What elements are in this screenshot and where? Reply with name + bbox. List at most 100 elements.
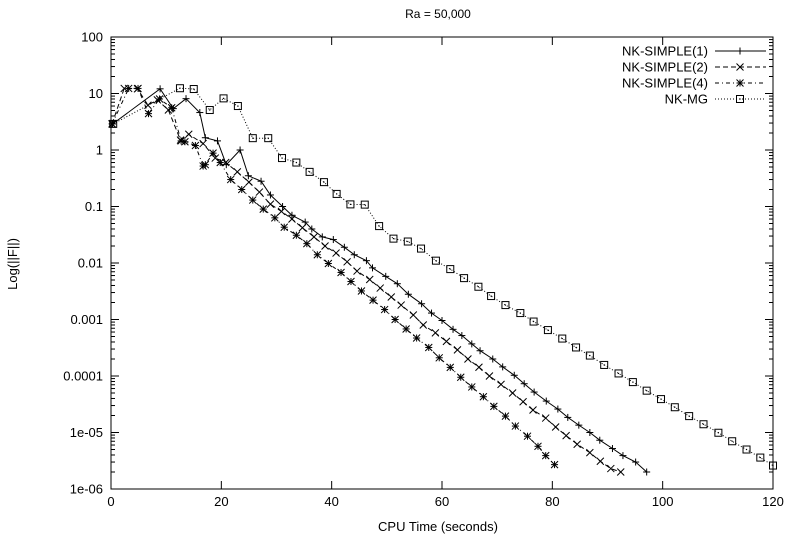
data-point bbox=[236, 146, 244, 154]
data-point bbox=[742, 445, 751, 454]
data-point bbox=[501, 412, 510, 420]
data-point bbox=[600, 360, 609, 369]
data-point bbox=[346, 200, 355, 209]
series-line bbox=[111, 87, 555, 465]
data-point bbox=[460, 274, 469, 283]
data-point bbox=[419, 321, 428, 329]
legend-marker bbox=[736, 47, 744, 55]
data-point bbox=[357, 287, 366, 295]
data-point bbox=[585, 448, 594, 457]
data-point bbox=[124, 84, 133, 93]
data-point bbox=[402, 325, 410, 333]
data-point bbox=[558, 334, 567, 343]
y-tick-label: 10 bbox=[89, 86, 103, 101]
data-point bbox=[369, 296, 377, 305]
data-point bbox=[332, 249, 340, 257]
data-point bbox=[404, 290, 412, 298]
data-point bbox=[292, 231, 301, 240]
data-point bbox=[534, 442, 542, 451]
data-point bbox=[530, 388, 538, 396]
y-axis-ticks: 100 10 1 0.1 0.01 0.001 0.0001 1e-05 1e-06 bbox=[63, 30, 773, 497]
data-point bbox=[476, 347, 484, 355]
data-point bbox=[389, 234, 398, 243]
data-point bbox=[628, 378, 637, 387]
data-point bbox=[382, 272, 390, 280]
data-point bbox=[442, 337, 451, 346]
data-point bbox=[542, 397, 550, 405]
data-point bbox=[474, 282, 483, 291]
data-point bbox=[199, 139, 207, 148]
data-point bbox=[523, 432, 532, 441]
legend-entry: NK-SIMPLE(2) bbox=[622, 60, 766, 75]
data-point bbox=[657, 395, 666, 404]
data-point bbox=[277, 207, 286, 216]
data-point bbox=[464, 355, 472, 363]
data-point bbox=[216, 158, 225, 167]
data-point bbox=[201, 134, 209, 142]
data-point bbox=[756, 453, 765, 462]
data-point bbox=[543, 326, 552, 335]
data-point bbox=[562, 431, 570, 440]
data-point bbox=[632, 458, 640, 466]
data-point bbox=[279, 203, 287, 210]
data-point bbox=[728, 437, 737, 446]
data-point bbox=[449, 325, 457, 333]
data-point bbox=[175, 84, 184, 93]
data-point bbox=[182, 95, 190, 103]
data-point bbox=[467, 383, 476, 391]
data-point bbox=[554, 405, 562, 413]
series-layer bbox=[108, 84, 777, 476]
data-point bbox=[321, 242, 329, 250]
data-point bbox=[350, 251, 358, 259]
y-tick-label: 1e-06 bbox=[70, 482, 103, 497]
data-point bbox=[699, 420, 708, 429]
data-point bbox=[270, 213, 279, 222]
data-point bbox=[446, 265, 455, 274]
data-point bbox=[769, 461, 777, 470]
data-point bbox=[485, 372, 494, 380]
data-point bbox=[380, 305, 389, 314]
data-point bbox=[191, 141, 200, 150]
data-point bbox=[519, 397, 527, 406]
y-tick-label: 1 bbox=[96, 143, 103, 158]
data-point bbox=[308, 225, 316, 233]
data-point bbox=[428, 309, 436, 317]
data-point bbox=[490, 402, 498, 411]
y-axis-label: Log(||F||) bbox=[5, 238, 20, 290]
data-point bbox=[237, 185, 246, 194]
data-point bbox=[685, 412, 694, 421]
x-tick-label: 80 bbox=[545, 494, 559, 509]
data-point bbox=[435, 353, 444, 362]
data-point bbox=[288, 215, 296, 223]
data-point bbox=[305, 167, 314, 176]
data-point bbox=[499, 363, 507, 371]
data-point bbox=[418, 300, 426, 308]
legend-marker bbox=[736, 79, 744, 87]
data-point bbox=[155, 95, 164, 103]
data-point bbox=[219, 94, 228, 103]
data-point bbox=[298, 223, 307, 232]
x-tick-label: 0 bbox=[107, 494, 114, 509]
data-point bbox=[575, 421, 583, 429]
data-point bbox=[564, 413, 572, 421]
x-tick-label: 60 bbox=[435, 494, 449, 509]
series-line bbox=[112, 88, 648, 473]
data-point bbox=[280, 223, 289, 232]
x-axis-label: CPU Time (seconds) bbox=[378, 519, 498, 534]
data-point bbox=[606, 464, 615, 473]
data-point bbox=[255, 188, 264, 196]
data-point bbox=[586, 429, 594, 436]
y-tick-label: 100 bbox=[81, 30, 103, 45]
data-point bbox=[167, 103, 176, 112]
data-point bbox=[233, 168, 242, 176]
data-point bbox=[475, 363, 483, 372]
data-point bbox=[362, 257, 370, 265]
data-point bbox=[529, 406, 537, 414]
data-point bbox=[456, 373, 465, 382]
data-point bbox=[337, 268, 345, 277]
legend-label: NK-SIMPLE(2) bbox=[622, 60, 708, 75]
data-point bbox=[541, 451, 550, 460]
data-point bbox=[302, 239, 311, 248]
data-point bbox=[438, 317, 446, 325]
